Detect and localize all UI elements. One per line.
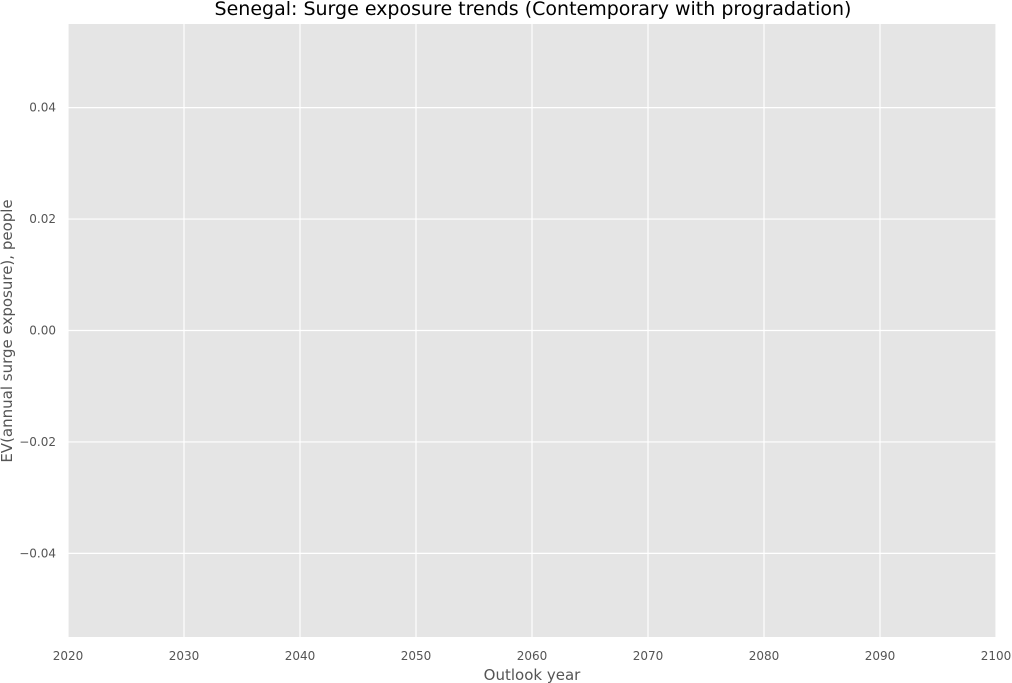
y-tick-label: 0.02 bbox=[29, 212, 56, 226]
x-tick-labels: 2020 2030 2040 2050 2060 2070 2080 2090 2100 bbox=[53, 649, 1012, 663]
x-tick-label: 2060 bbox=[517, 649, 548, 663]
x-axis-label: Outlook year bbox=[484, 666, 581, 683]
chart-title: Senegal: Surge exposure trends (Contempo… bbox=[215, 0, 852, 20]
x-tick-label: 2070 bbox=[633, 649, 664, 663]
y-axis-label: EV(annual surge exposure), people bbox=[0, 199, 16, 462]
y-tick-label: 0.04 bbox=[29, 101, 56, 115]
y-tick-label: −0.02 bbox=[19, 435, 56, 449]
y-gridlines bbox=[68, 106, 996, 555]
x-tick-label: 2090 bbox=[865, 649, 896, 663]
x-tick-label: 2080 bbox=[749, 649, 780, 663]
x-tick-label: 2100 bbox=[981, 649, 1012, 663]
x-tick-label: 2040 bbox=[285, 649, 316, 663]
y-tick-label: 0.00 bbox=[29, 324, 56, 338]
x-tick-label: 2050 bbox=[401, 649, 432, 663]
x-tick-label: 2020 bbox=[53, 649, 84, 663]
x-tick-label: 2030 bbox=[169, 649, 200, 663]
y-tick-label: −0.04 bbox=[19, 546, 56, 560]
y-tick-labels: −0.04 −0.02 0.00 0.02 0.04 bbox=[19, 101, 56, 561]
